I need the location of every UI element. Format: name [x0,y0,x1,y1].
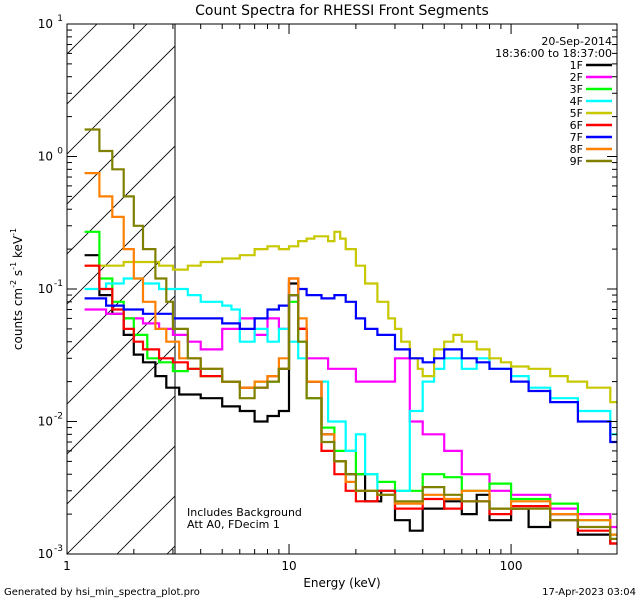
y-tick-exponent: -3 [54,544,63,554]
series-line-9f [84,128,617,540]
series-line-5f [84,230,617,404]
legend-label-8f: 8F [570,143,583,156]
hatch-line [67,95,175,205]
y-tick-exponent: -1 [54,279,63,289]
y-axis-label: counts cm-2 s-1 keV-1 [9,228,25,350]
y-tick-label: 10 [38,150,53,164]
legend-label-1f: 1F [570,59,583,72]
hatch-line [67,45,175,155]
time-range-label: 18:36:00 to 18:37:00 [495,47,612,60]
legend-label-3f: 3F [570,83,583,96]
note-background: Includes Background [187,506,302,519]
y-label-sup1: -2 [9,280,18,288]
legend-label-6f: 6F [570,119,583,132]
y-tick-exponent: 0 [57,147,63,157]
legend-label-9f: 9F [570,155,583,168]
date-label: 20-Sep-2014 [541,35,612,48]
y-label-sup2: -1 [9,262,18,270]
svg-text:counts cm-2 s-1 keV-1: counts cm-2 s-1 keV-1 [9,228,25,350]
x-axis-label: Energy (keV) [303,576,380,590]
x-ticks: 1 10 100 [63,24,618,573]
hatch-line [67,245,175,355]
y-tick-exponent: -2 [54,412,63,422]
y-tick-label: 10 [38,17,53,31]
hatched-region [67,24,175,554]
hatch-line [67,395,175,505]
y-tick-exponent: 1 [57,14,63,24]
y-label-mid1: s [11,270,25,280]
hatch-line [67,195,175,305]
x-tick-label: 100 [500,559,523,573]
hatch-line [67,445,175,554]
footer-generator: Generated by hsi_min_spectra_plot.pro [4,587,200,598]
series-line-7f [84,287,617,444]
chart-title: Count Spectra for RHESSI Front Segments [195,3,489,19]
legend-label-7f: 7F [570,131,583,144]
y-tick-label: 10 [38,282,53,296]
x-tick-label: 1 [63,559,71,573]
legend-label-2f: 2F [570,71,583,84]
y-tick-label: 10 [38,415,53,429]
footer-timestamp: 17-Apr-2023 03:04 [542,587,636,598]
legend-label-5f: 5F [570,107,583,120]
y-label-mid2: keV [11,235,25,262]
series-group [84,128,617,545]
x-tick-label: 10 [281,559,296,573]
note-attenuator: Att A0, FDecim 1 [187,518,280,531]
y-tick-label: 10 [38,547,53,561]
y-label-main: counts cm [11,288,25,350]
y-label-sup3: -1 [9,228,18,236]
legend-label-4f: 4F [570,95,583,108]
